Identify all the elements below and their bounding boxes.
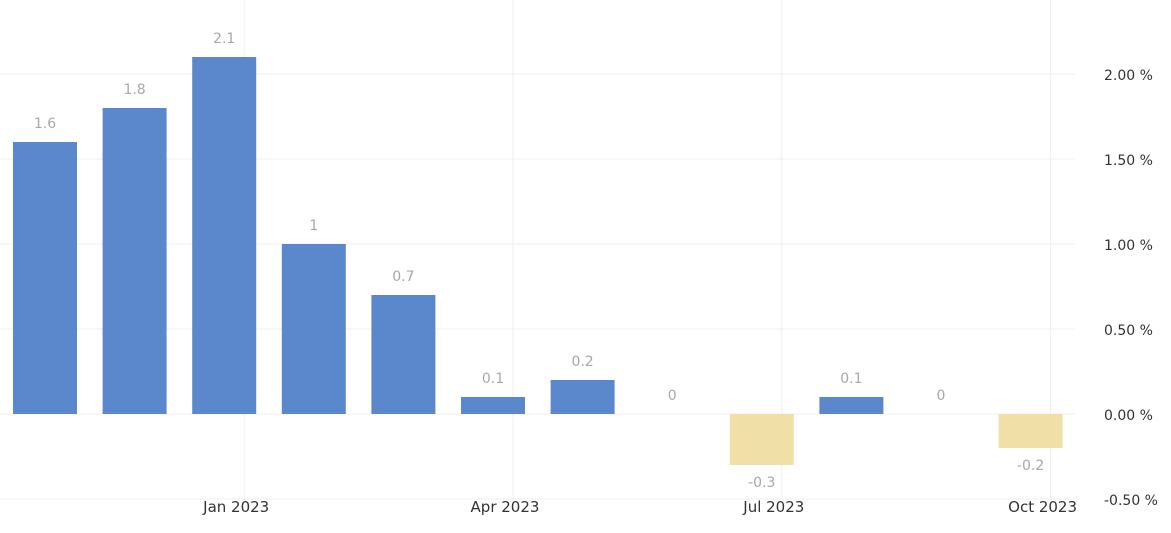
- x-tick-label: Apr 2023: [471, 498, 540, 516]
- data-label: 1: [309, 218, 318, 234]
- data-label: -0.2: [1017, 458, 1044, 474]
- data-label: 0.2: [571, 354, 593, 370]
- data-label: 0: [937, 388, 946, 404]
- bar: [550, 380, 615, 414]
- bar: [102, 108, 167, 414]
- x-axis: Jan 2023 Apr 2023 Jul 2023 Oct 2023: [202, 498, 1077, 516]
- data-label: 0.7: [392, 269, 414, 285]
- y-tick-label: 2.00 %: [1104, 68, 1153, 84]
- bar: [461, 397, 525, 414]
- y-tick-label: 0.00 %: [1104, 408, 1153, 424]
- y-axis: -0.50 %0.00 %0.50 %1.00 %1.50 %2.00 %2.5…: [1104, 68, 1158, 509]
- y-tick-label: 1.00 %: [1104, 238, 1153, 254]
- data-label: 0: [668, 388, 677, 404]
- bar: [281, 244, 346, 414]
- bar: [13, 142, 77, 414]
- bar: [819, 397, 884, 414]
- data-label: 2.1: [213, 31, 235, 47]
- data-label: -0.3: [748, 475, 775, 491]
- bar: [998, 414, 1063, 448]
- bar: [192, 57, 257, 414]
- bar: [371, 295, 436, 414]
- bar: [729, 414, 794, 465]
- data-labels: 1.6 1.8 2.1 1 0.7 0.1 0.2 0 -0.3 0.1 0 -0.2: [34, 31, 1044, 491]
- x-tick-label: Jul 2023: [742, 498, 804, 516]
- y-tick-label: 0.50 %: [1104, 323, 1153, 339]
- y-tick-label: -0.50 %: [1104, 493, 1158, 509]
- data-label: 0.1: [840, 371, 862, 387]
- x-tick-label: Oct 2023: [1008, 498, 1077, 516]
- data-label: 0.1: [482, 371, 504, 387]
- y-tick-label: 1.50 %: [1104, 153, 1153, 169]
- x-tick-label: Jan 2023: [202, 498, 269, 516]
- data-label: 1.6: [34, 116, 56, 132]
- bars: [13, 57, 1063, 465]
- data-label: 1.8: [123, 82, 145, 98]
